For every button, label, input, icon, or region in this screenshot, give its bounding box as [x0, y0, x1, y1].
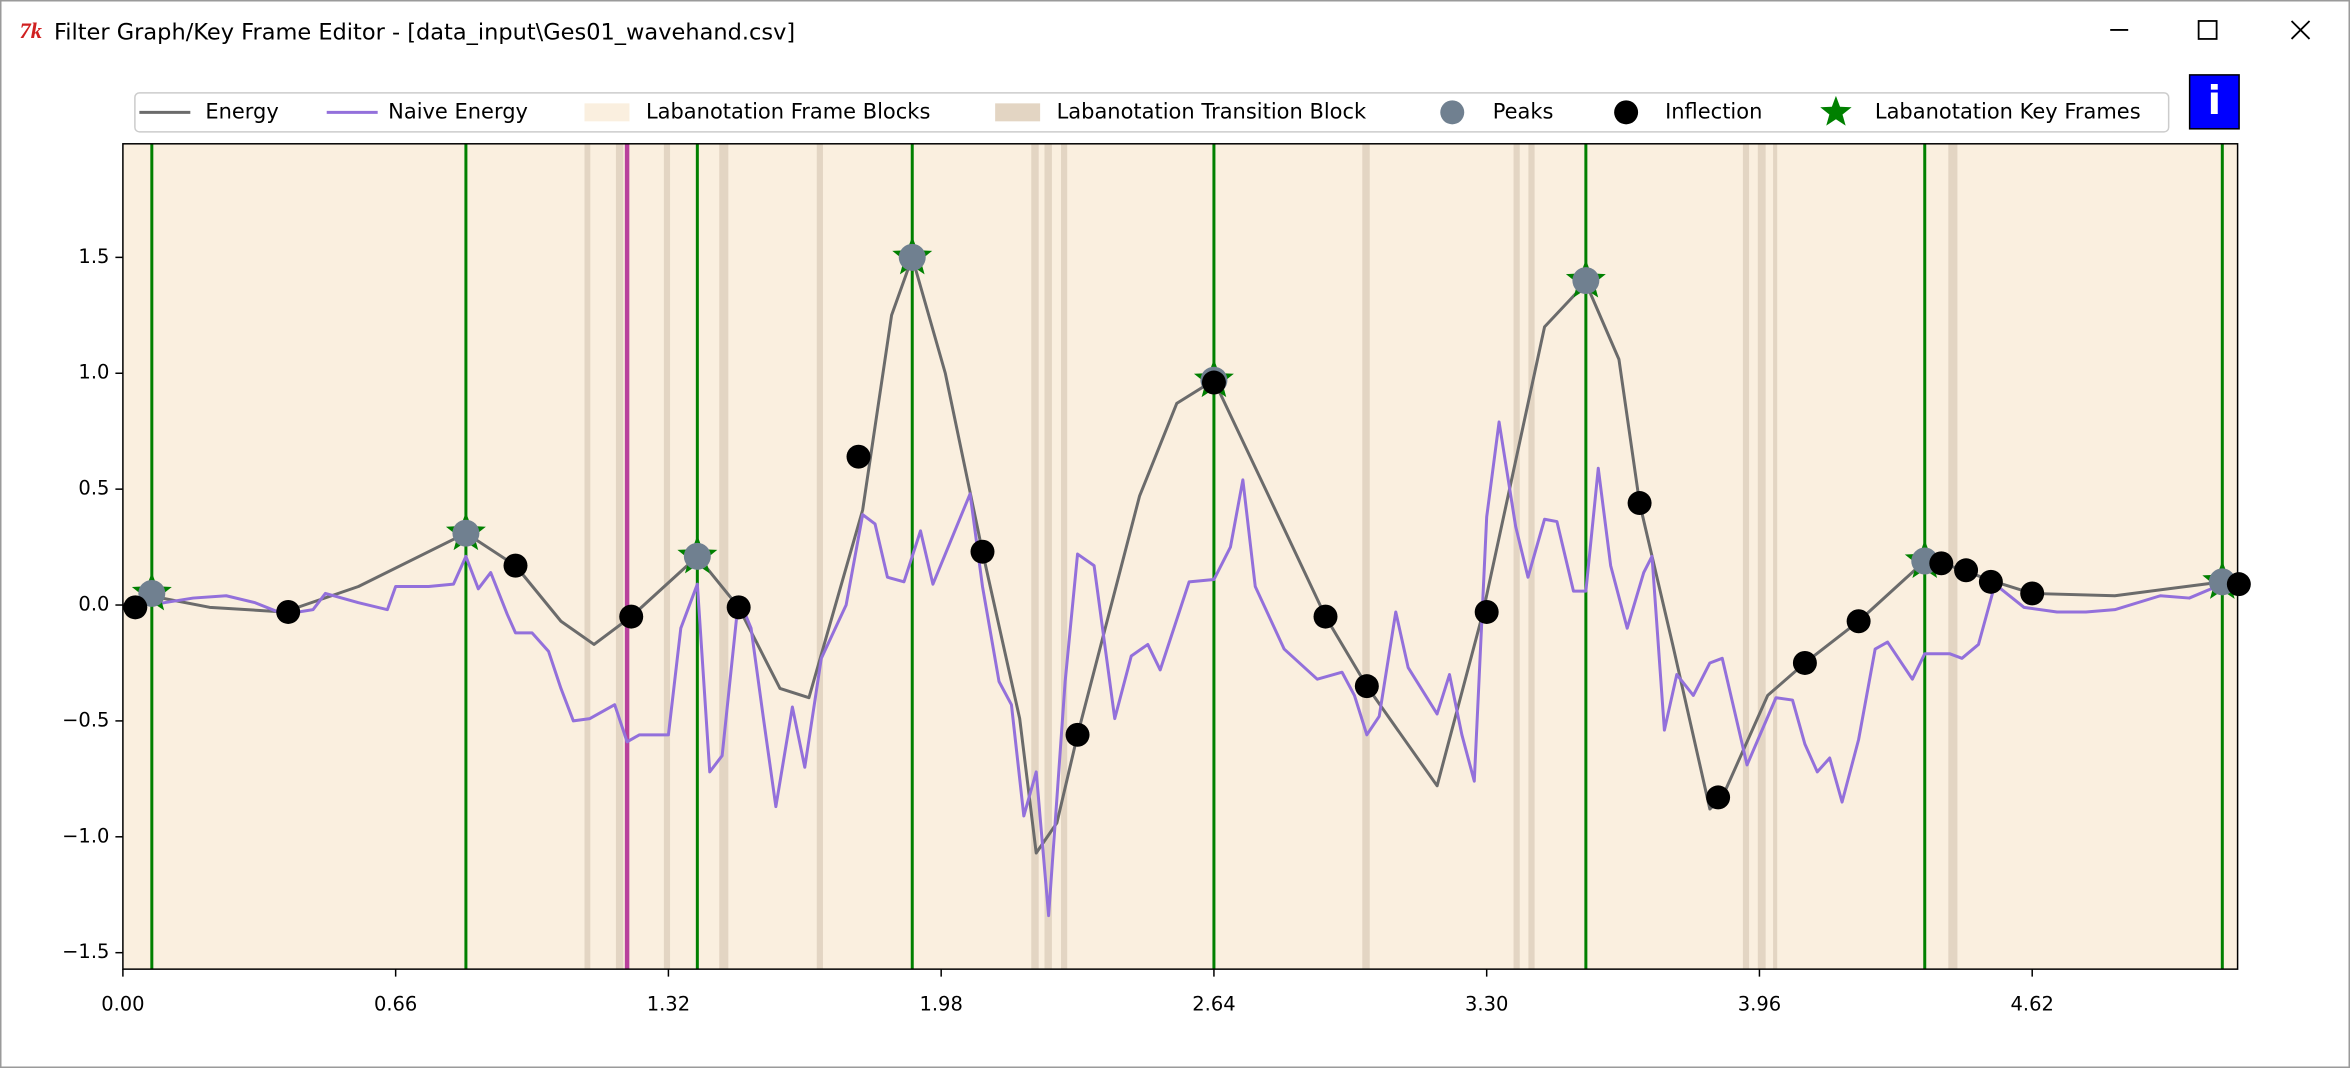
inflection-marker — [970, 539, 995, 564]
y-tick-label: 1.0 — [78, 361, 109, 384]
x-tick-label: 1.32 — [647, 993, 690, 1016]
inflection-marker — [2226, 572, 2251, 597]
inflection-marker — [1627, 491, 1652, 516]
inflection-marker — [123, 595, 148, 620]
transition-block — [1061, 143, 1068, 970]
y-tick-label: 0.0 — [78, 593, 109, 616]
transition-block — [1513, 143, 1520, 970]
legend-label: Labanotation Transition Block — [1057, 99, 1367, 123]
inflection-marker — [1792, 650, 1817, 675]
transition-block — [1031, 143, 1039, 970]
inflection-marker — [1846, 609, 1871, 634]
legend-label: Labanotation Key Frames — [1875, 99, 2141, 123]
transition-block — [1742, 143, 1750, 970]
series-line — [135, 420, 2240, 918]
legend-swatch — [995, 103, 1041, 122]
transition-block — [615, 143, 624, 970]
inflection-marker — [846, 444, 871, 469]
peak-marker — [452, 519, 480, 547]
peak-marker — [138, 579, 166, 607]
transition-block — [1948, 143, 1958, 970]
inflection-marker — [276, 599, 301, 624]
transition-block — [1044, 143, 1052, 970]
info-button-label[interactable]: i — [2208, 79, 2221, 124]
inflection-marker — [1201, 370, 1226, 395]
transition-block — [719, 143, 729, 970]
plot-frame — [122, 143, 2239, 970]
legend-swatch — [584, 103, 630, 122]
x-tick-label: 3.96 — [1738, 993, 1781, 1016]
legend-swatch — [1820, 95, 1852, 126]
inflection-marker — [1313, 604, 1338, 629]
close-button[interactable] — [2290, 20, 2311, 40]
y-tick-label: −0.5 — [62, 708, 109, 731]
inflection-marker — [1929, 551, 1954, 576]
peak-marker — [898, 243, 926, 271]
inflection-marker — [1954, 558, 1979, 583]
x-tick-label: 1.98 — [919, 993, 962, 1016]
legend-box — [134, 92, 2170, 133]
inflection-marker — [726, 595, 751, 620]
inflection-marker — [503, 553, 528, 578]
legend-label: Peaks — [1493, 99, 1554, 123]
transition-block — [584, 143, 591, 970]
legend-label: Inflection — [1665, 99, 1762, 123]
peak-marker — [1572, 267, 1600, 295]
plot-area: 1.5 1.0 0.5 0.0 −0.5 −1.0 −1.5 0.00 0.66 1.32 1.98… — [62, 92, 2251, 1016]
inflection-marker — [2020, 581, 2045, 606]
legend-label: Energy — [205, 99, 278, 123]
window-title: Filter Graph/Key Frame Editor - [data_in… — [54, 19, 795, 45]
legend-label: Naive Energy — [388, 99, 528, 123]
inflection-marker — [1065, 722, 1090, 747]
y-tick-label: −1.5 — [62, 940, 109, 963]
inflection-marker — [1706, 785, 1731, 810]
y-tick-label: 1.5 — [78, 245, 109, 268]
legend-swatch — [1614, 100, 1639, 125]
app-icon: 7k — [19, 18, 42, 43]
inflection-marker — [1354, 674, 1379, 699]
transition-block — [1757, 143, 1766, 970]
transition-block — [1362, 143, 1370, 970]
info-button-face[interactable] — [2188, 74, 2240, 130]
y-tick-label: −1.0 — [62, 824, 109, 847]
x-tick-label: 2.64 — [1192, 993, 1235, 1016]
x-tick-label: 0.00 — [101, 993, 144, 1016]
x-tick-label: 0.66 — [374, 993, 417, 1016]
transition-block — [1773, 143, 1778, 970]
x-tick-label: 4.62 — [2011, 993, 2054, 1016]
legend-label: Labanotation Frame Blocks — [646, 99, 930, 123]
x-tick-label: 3.30 — [1465, 993, 1508, 1016]
inflection-marker — [619, 604, 644, 629]
inflection-marker — [1978, 569, 2003, 594]
transition-block — [1528, 143, 1535, 970]
info-button[interactable]: i — [2188, 74, 2240, 130]
inflection-marker — [1474, 599, 1499, 624]
transition-block — [663, 143, 671, 970]
maximize-button[interactable] — [2197, 20, 2218, 40]
y-tick-label: 0.5 — [78, 477, 109, 500]
transition-block — [816, 143, 823, 970]
peak-marker — [683, 542, 711, 570]
frame-block — [122, 143, 2238, 970]
legend-swatch — [1440, 100, 1465, 125]
